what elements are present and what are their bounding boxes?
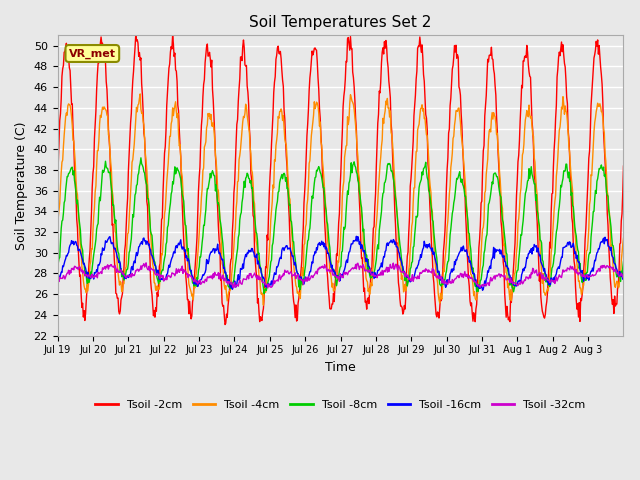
Tsoil -16cm [54,274,61,280]
Text: VR_met: VR_met [69,48,116,59]
Tsoil -32cm [142,260,150,266]
Tsoil -32cm [401,270,408,276]
Tsoil -16cm [224,277,232,283]
Tsoil -4cm [620,235,627,241]
Tsoil -8cm [225,284,232,290]
Title: Soil Temperatures Set 2: Soil Temperatures Set 2 [250,15,432,30]
Tsoil -16cm [353,233,360,239]
Tsoil -16cm [120,272,128,277]
Tsoil -16cm [431,257,439,263]
Tsoil -4cm [54,236,61,242]
Tsoil -8cm [253,231,260,237]
Tsoil -16cm [252,254,260,260]
Tsoil -32cm [225,278,232,284]
Tsoil -4cm [120,281,128,287]
Tsoil -2cm [401,302,408,308]
Line: Tsoil -8cm: Tsoil -8cm [58,158,623,294]
Tsoil -2cm [221,322,229,327]
Tsoil -32cm [264,285,271,291]
Tsoil -32cm [432,274,440,280]
Legend: Tsoil -2cm, Tsoil -4cm, Tsoil -8cm, Tsoil -16cm, Tsoil -32cm: Tsoil -2cm, Tsoil -4cm, Tsoil -8cm, Tsoi… [91,395,590,414]
X-axis label: Time: Time [325,361,356,374]
Tsoil -16cm [620,270,627,276]
Tsoil -32cm [253,276,260,281]
Tsoil -8cm [260,291,268,297]
Line: Tsoil -4cm: Tsoil -4cm [58,94,623,305]
Tsoil -4cm [275,116,283,121]
Tsoil -16cm [479,288,486,293]
Tsoil -2cm [120,265,128,271]
Tsoil -4cm [253,241,260,247]
Tsoil -2cm [253,300,261,306]
Y-axis label: Soil Temperature (C): Soil Temperature (C) [15,121,28,250]
Tsoil -8cm [54,263,61,268]
Tsoil -32cm [54,277,61,283]
Tsoil -2cm [54,175,61,180]
Tsoil -4cm [136,91,144,97]
Tsoil -8cm [620,258,627,264]
Tsoil -2cm [226,289,234,295]
Tsoil -32cm [620,273,627,279]
Line: Tsoil -2cm: Tsoil -2cm [58,35,623,324]
Tsoil -8cm [432,251,440,256]
Line: Tsoil -16cm: Tsoil -16cm [58,236,623,290]
Tsoil -8cm [137,155,145,161]
Tsoil -2cm [620,163,627,169]
Tsoil -16cm [273,264,281,270]
Tsoil -4cm [401,286,408,291]
Tsoil -4cm [260,302,268,308]
Tsoil -8cm [275,189,283,194]
Tsoil -16cm [400,269,408,275]
Tsoil -4cm [225,289,232,295]
Tsoil -2cm [169,32,177,38]
Tsoil -8cm [120,277,128,283]
Tsoil -32cm [120,272,128,278]
Tsoil -2cm [432,312,440,317]
Tsoil -8cm [401,273,408,278]
Tsoil -2cm [275,50,283,56]
Tsoil -4cm [432,271,440,277]
Line: Tsoil -32cm: Tsoil -32cm [58,263,623,288]
Tsoil -32cm [275,274,283,279]
